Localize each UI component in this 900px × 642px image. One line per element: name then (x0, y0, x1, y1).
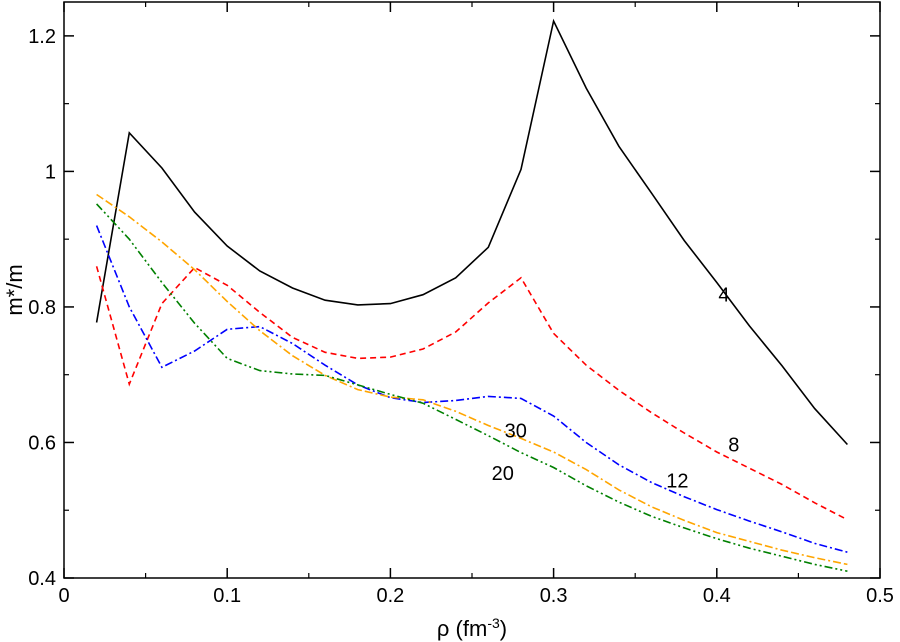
y-tick-label: 0.4 (28, 568, 56, 590)
series-label-8: 8 (728, 435, 739, 457)
x-tick-label: 0.5 (866, 585, 894, 607)
x-tick-label: 0 (58, 585, 69, 607)
series-labels-layer: 4 8 12 30 20 (492, 285, 740, 493)
series-label-20: 20 (492, 463, 514, 485)
x-tick-label: 0.3 (540, 585, 568, 607)
x-axis-title-sup: -3 (487, 615, 500, 631)
x-tick-label: 0.4 (703, 585, 731, 607)
x-axis-title-main: ρ (fm (437, 616, 487, 641)
plot-frame (63, 1, 881, 579)
x-axis-title: ρ (fm-3) (437, 615, 507, 641)
x-tick-label: 0.1 (213, 585, 241, 607)
series-line-12 (95, 225, 848, 553)
series-line-30 (96, 193, 848, 566)
series-label-4: 4 (718, 285, 729, 307)
series-line-8 (95, 266, 848, 521)
y-tick-label: 1.2 (28, 26, 56, 48)
series-line-20 (96, 203, 848, 572)
x-tick-label: 0.2 (376, 585, 404, 607)
series-label-30: 30 (505, 420, 527, 442)
y-tick-label: 0.6 (28, 432, 56, 454)
ticks-layer: 0 0.1 0.2 0.3 0.4 0.5 0.4 0.6 0.8 1 1.2 (28, 2, 894, 607)
series-layer (95, 18, 848, 572)
y-tick-label: 1 (45, 161, 56, 183)
series-label-12: 12 (666, 470, 688, 492)
series-line-4 (95, 18, 848, 446)
y-axis-title: m*/m (2, 264, 27, 315)
x-axis-title-tail: ) (500, 616, 507, 641)
y-tick-label: 0.8 (28, 297, 56, 319)
